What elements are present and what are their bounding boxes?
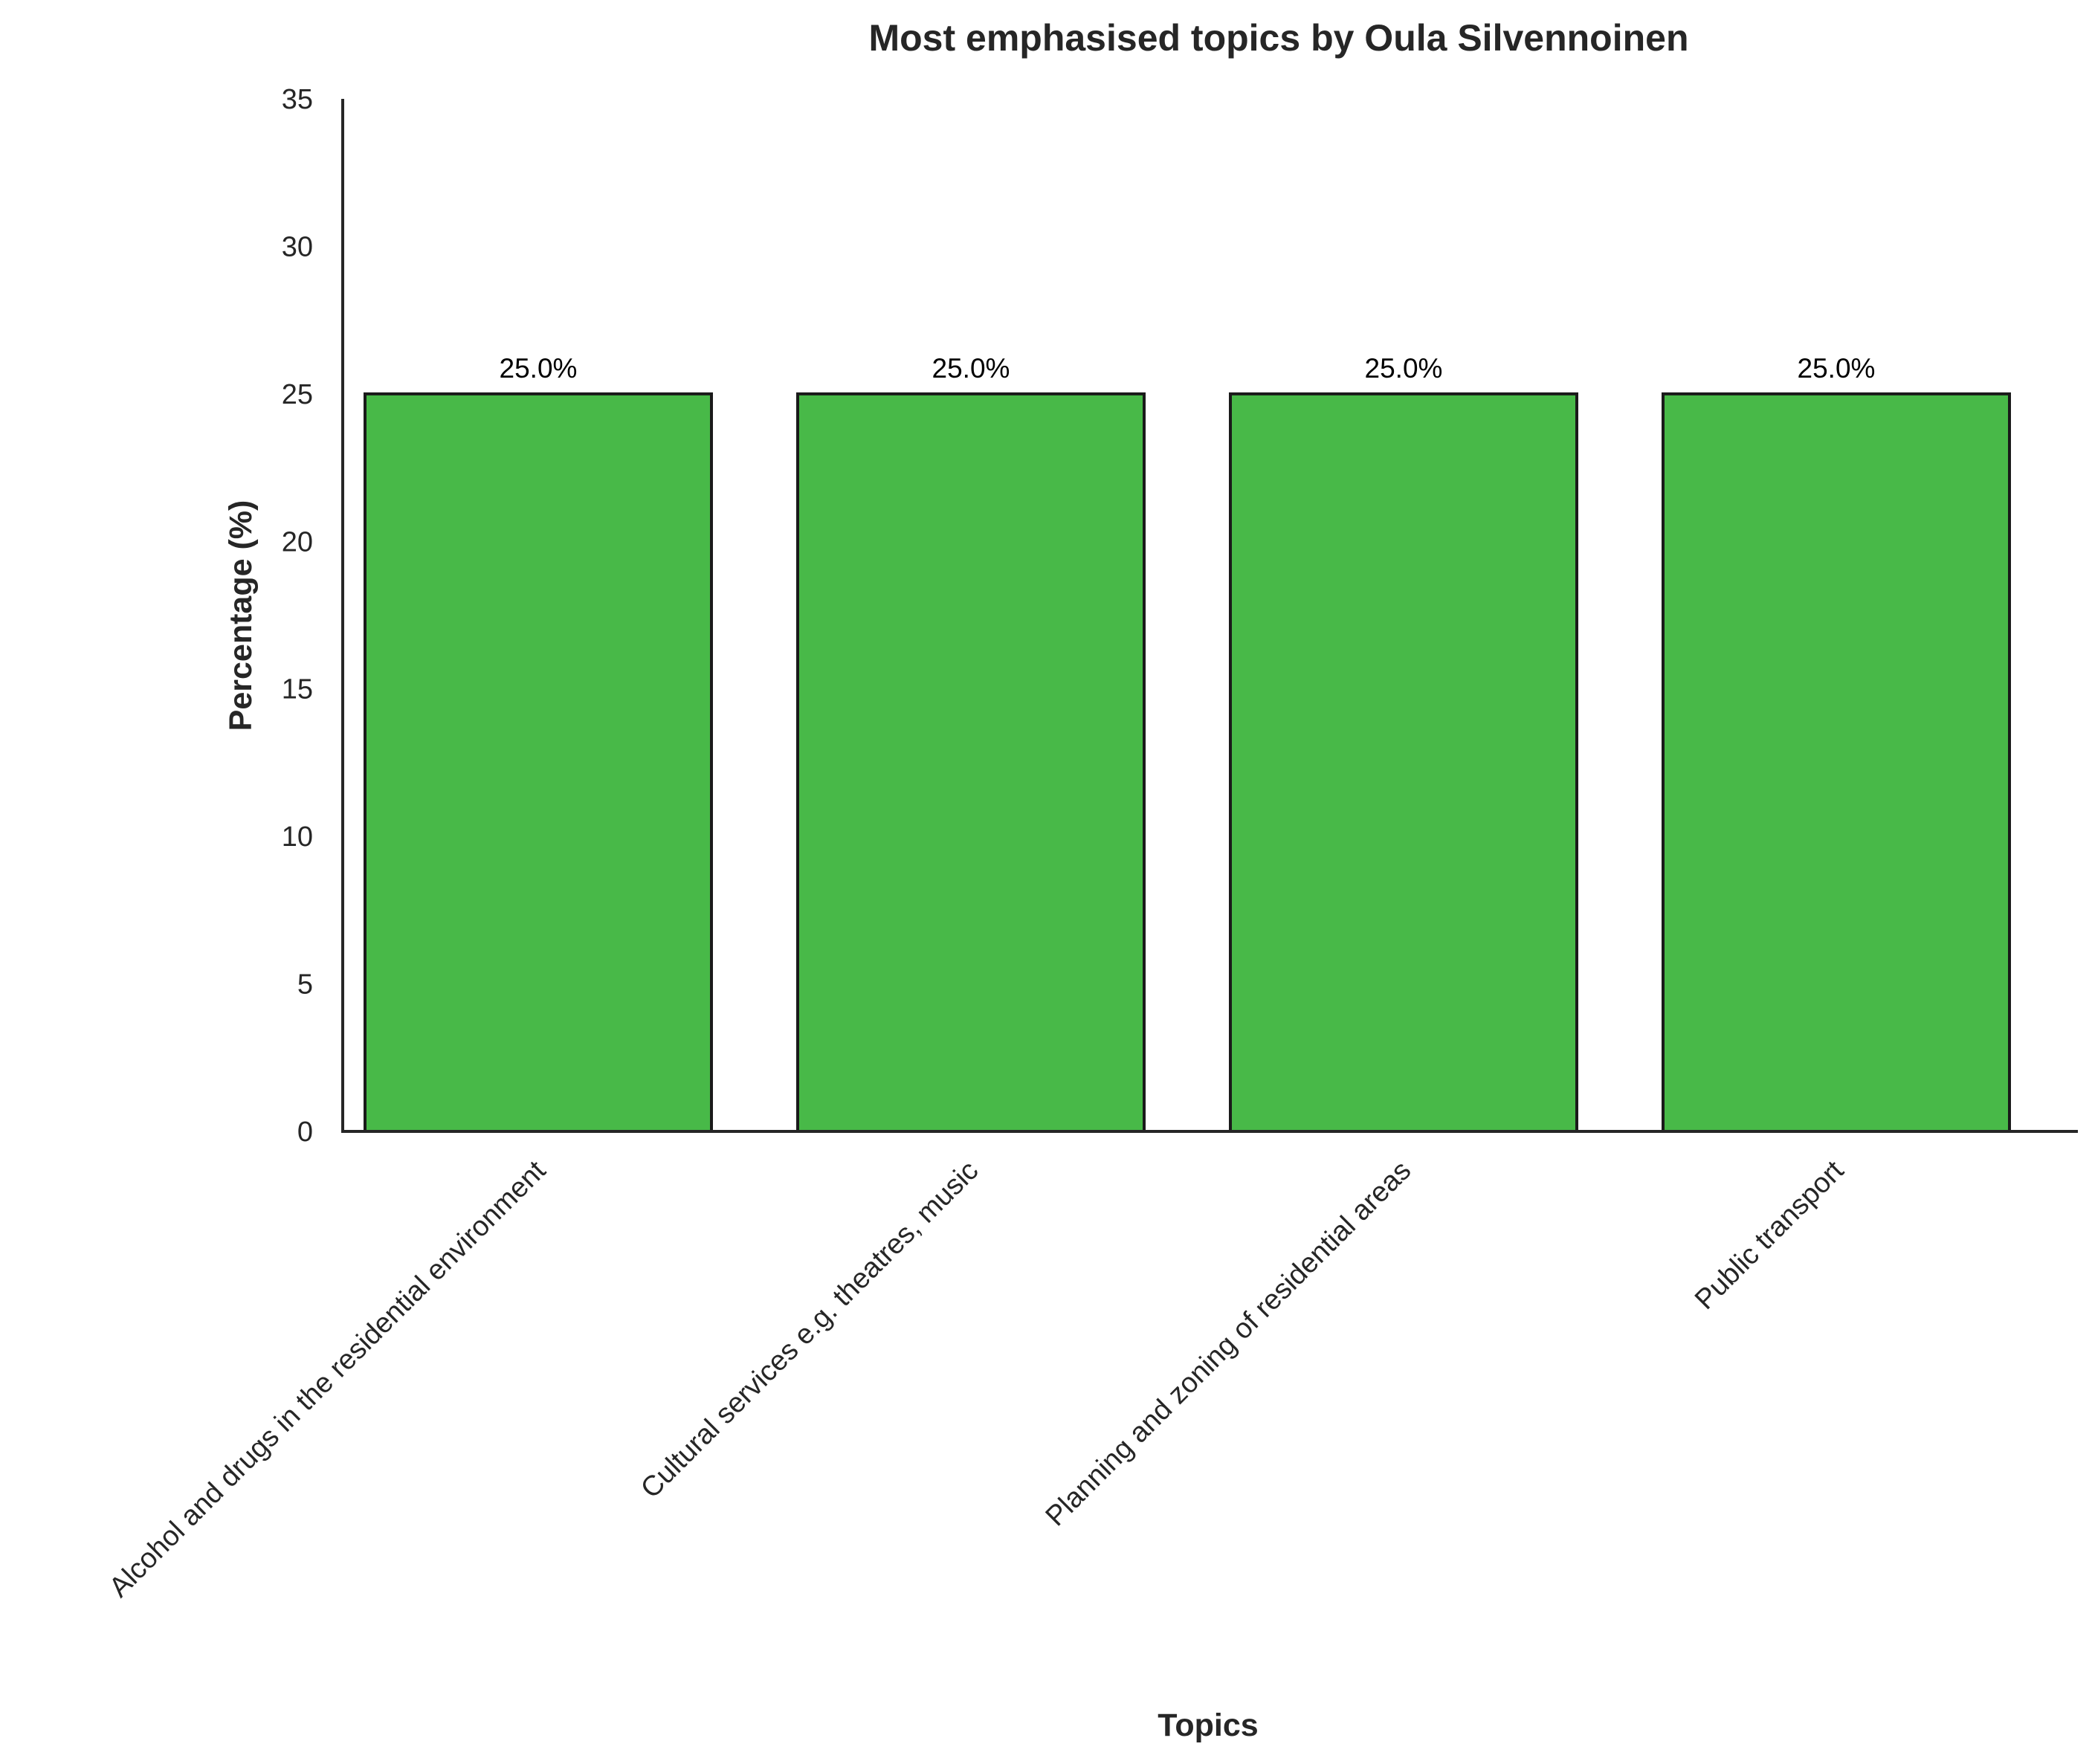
x-ticks-group: Alcohol and drugs in the residential env… (103, 1154, 1850, 1603)
data-label-3: 25.0% (1365, 353, 1443, 384)
y-ticks-group: 0 5 10 15 20 25 30 35 (282, 84, 313, 1148)
data-label-1: 25.0% (500, 353, 578, 384)
y-axis-label: Percentage (%) (223, 500, 259, 731)
y-tick-label-15: 15 (282, 674, 313, 705)
y-tick-label-0: 0 (297, 1117, 313, 1148)
bar-3 (1229, 392, 1578, 1133)
y-tick-label-10: 10 (282, 821, 313, 853)
x-tick-label-1: Alcohol and drugs in the residential env… (103, 1154, 552, 1603)
y-tick-label-25: 25 (282, 379, 313, 410)
chart-title: Most emphasised topics by Oula Silvennoi… (868, 17, 1688, 59)
bars-group: 25.0% 25.0% 25.0% 25.0% (364, 353, 2011, 1133)
data-label-2: 25.0% (932, 353, 1010, 384)
y-tick-label-35: 35 (282, 84, 313, 115)
x-tick-label-3: Planning and zoning of residential areas (1040, 1155, 1418, 1533)
x-tick-label-4: Public transport (1689, 1154, 1850, 1316)
x-tick-label-2: Cultural services e.g. theatres, music (635, 1155, 984, 1505)
y-tick-label-5: 5 (297, 969, 313, 1001)
y-tick-label-20: 20 (282, 526, 313, 558)
y-tick-label-30: 30 (282, 231, 313, 262)
x-axis-label: Topics (1158, 1708, 1258, 1743)
bar-1 (364, 392, 713, 1133)
bar-4 (1662, 392, 2011, 1133)
bar-2 (796, 392, 1146, 1133)
data-label-4: 25.0% (1798, 353, 1876, 384)
